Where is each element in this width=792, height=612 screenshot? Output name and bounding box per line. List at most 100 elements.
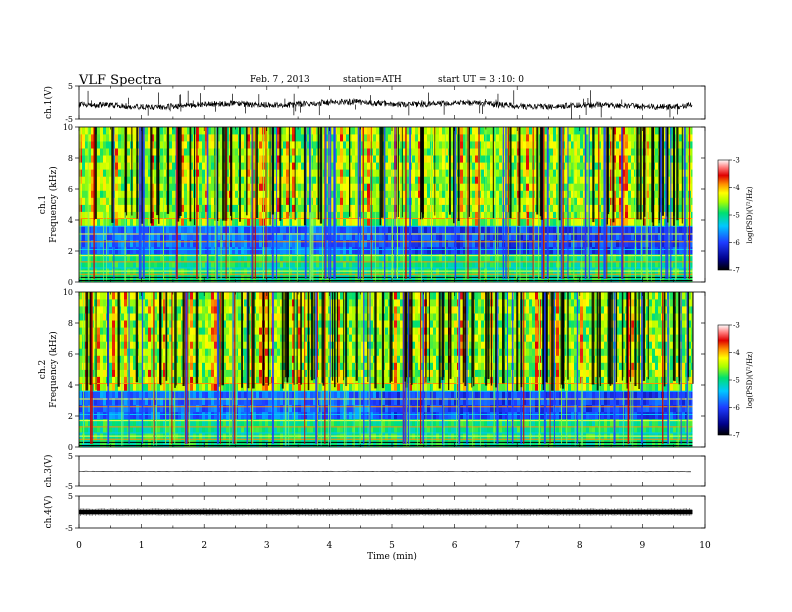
ch1-spectrogram-cell — [568, 134, 571, 142]
ch1-spectrogram-cell — [451, 176, 454, 184]
ch1-spectrogram-cell — [373, 148, 376, 156]
ch1-spectrogram-cell — [217, 183, 220, 191]
ch1-spectrogram-cell — [544, 225, 547, 233]
ch1-spectrogram-cell — [313, 169, 316, 177]
ch1-spectrogram-cell — [385, 218, 388, 226]
ch1-spectrogram-cell — [376, 134, 379, 142]
ch1-spectrogram-cell — [244, 197, 247, 205]
ch1-spectrogram-cell — [538, 162, 541, 170]
ch1-spectrogram-cell — [481, 260, 484, 269]
ch1-spectrogram-cell — [349, 155, 352, 163]
ch1-spectrogram-cell — [442, 148, 445, 156]
ch1-spectrogram-cell — [301, 176, 304, 184]
ch1-spectrogram-cell — [349, 169, 352, 177]
ch1-spectrogram-cell — [574, 218, 577, 226]
ch1-spectrogram-cell — [598, 183, 601, 191]
ch1-spectrogram-cell — [367, 134, 370, 142]
ch1-spectrogram-sferic — [686, 127, 688, 279]
ch1-spectrogram-cell — [538, 225, 541, 233]
ch1-spectrogram-cell — [373, 239, 376, 248]
ch1-spectrogram-cell — [523, 275, 526, 283]
ch1-spectrogram-cell — [475, 225, 478, 233]
ch1-spectrogram-cell — [427, 260, 430, 269]
ch1-spectrogram-cell — [169, 127, 172, 135]
ch1-spectrogram-cell — [565, 232, 568, 241]
ch2-spectrogram-cell — [85, 418, 88, 427]
ch1-spectrogram-sferic — [434, 127, 436, 216]
ch1-spectrogram-cell — [499, 275, 502, 283]
ch1-spectrogram-cell — [358, 260, 361, 269]
ch1-spectrogram-cell — [103, 190, 106, 198]
ch1-spectrogram-cell — [106, 162, 109, 170]
ch1-spectrogram-cell — [406, 218, 409, 226]
ch1-spectrogram-cell — [169, 169, 172, 177]
ch1-spectrogram-cell — [586, 211, 589, 219]
ch1-spectrogram-cell — [157, 260, 160, 269]
ch1-spectrogram-cell — [109, 183, 112, 191]
ch1-spectrogram-cell — [433, 260, 436, 269]
ch1-spectrogram-cell — [412, 260, 415, 269]
ch1-spectrogram-cell — [442, 141, 445, 149]
ch1-spectrogram-cell — [388, 239, 391, 248]
ch1-spectrogram-cell — [412, 246, 415, 255]
ch1-spectrogram-cell — [355, 176, 358, 184]
ch1-spectrogram-cell — [469, 275, 472, 283]
ch1-spectrogram-cell — [289, 141, 292, 149]
ch1-spectrogram-cell — [499, 190, 502, 198]
ch1-spectrogram-cell — [406, 239, 409, 248]
ch1-spectrogram-cell — [526, 239, 529, 248]
ch2-spectrogram-cell — [79, 327, 82, 335]
ch1-spectrogram-cell — [238, 260, 241, 269]
ch1-spectrogram-ytick-label: 4 — [68, 216, 73, 225]
ch1-spectrogram-cell — [490, 197, 493, 205]
ch1-spectrogram-cell — [298, 225, 301, 233]
ch1-spectrogram-cell — [367, 148, 370, 156]
ch1-spectrogram-cell — [631, 225, 634, 233]
ch1-spectrogram-cell — [307, 127, 310, 135]
ch1-spectrogram-cell — [400, 246, 403, 255]
ch1-spectrogram-cell — [355, 260, 358, 269]
ch1-spectrogram-cell — [289, 211, 292, 219]
ch1-spectrogram-sferic — [324, 127, 326, 279]
ch1-spectrogram-cell — [571, 134, 574, 142]
ch1-spectrogram-cell — [631, 169, 634, 177]
ch1-spectrogram-cell — [232, 239, 235, 248]
ch1-spectrogram-cell — [469, 134, 472, 142]
ch1-spectrogram-cell — [637, 232, 640, 241]
ch1-spectrogram-cell — [460, 127, 463, 135]
ch1-spectrogram-cell — [127, 275, 130, 283]
ch1-spectrogram-cell — [655, 239, 658, 248]
ch1-spectrogram-cell — [448, 275, 451, 283]
ch1-spectrogram-cell — [247, 197, 250, 205]
ch1-spectrogram-cell — [235, 155, 238, 163]
ch1-spectrogram-cell — [172, 253, 175, 262]
ch1-spectrogram-cell — [442, 239, 445, 248]
ch1-spectrogram-cell — [181, 253, 184, 262]
ch1-spectrogram-cell — [412, 204, 415, 212]
ch1-spectrogram-cell — [187, 246, 190, 255]
ch1-spectrogram-cell — [133, 190, 136, 198]
ch1-spectrogram-cell — [184, 127, 187, 135]
ch1-spectrogram-cell — [412, 134, 415, 142]
ch1-spectrogram-cell — [616, 169, 619, 177]
ch1-spectrogram-cell — [241, 239, 244, 248]
ch1-spectrogram-cell — [445, 197, 448, 205]
ch1-spectrogram-cell — [118, 204, 121, 212]
ch1-spectrogram-cell — [511, 246, 514, 255]
ch1-spectrogram-cell — [286, 232, 289, 241]
ch1-spectrogram-cell — [427, 176, 430, 184]
ch1-spectrogram-cell — [583, 176, 586, 184]
ch1-spectrogram-cell — [313, 134, 316, 142]
ch1-spectrogram-sferic — [206, 127, 209, 279]
ch1-spectrogram-cell — [154, 176, 157, 184]
ch2-spectrogram-cell — [79, 299, 82, 307]
ch1-spectrogram-cell — [619, 134, 622, 142]
ch1-spectrogram-cell — [136, 275, 139, 283]
ch1-spectrogram-cell — [235, 127, 238, 135]
ch1-spectrogram-cell — [601, 134, 604, 142]
ch1-spectrogram-cell — [118, 275, 121, 283]
ch1-spectrogram-cell — [295, 169, 298, 177]
ch1-spectrogram-cell — [94, 218, 97, 226]
ch1-spectrogram-cell — [613, 260, 616, 269]
ch1-spectrogram-cell — [115, 239, 118, 248]
